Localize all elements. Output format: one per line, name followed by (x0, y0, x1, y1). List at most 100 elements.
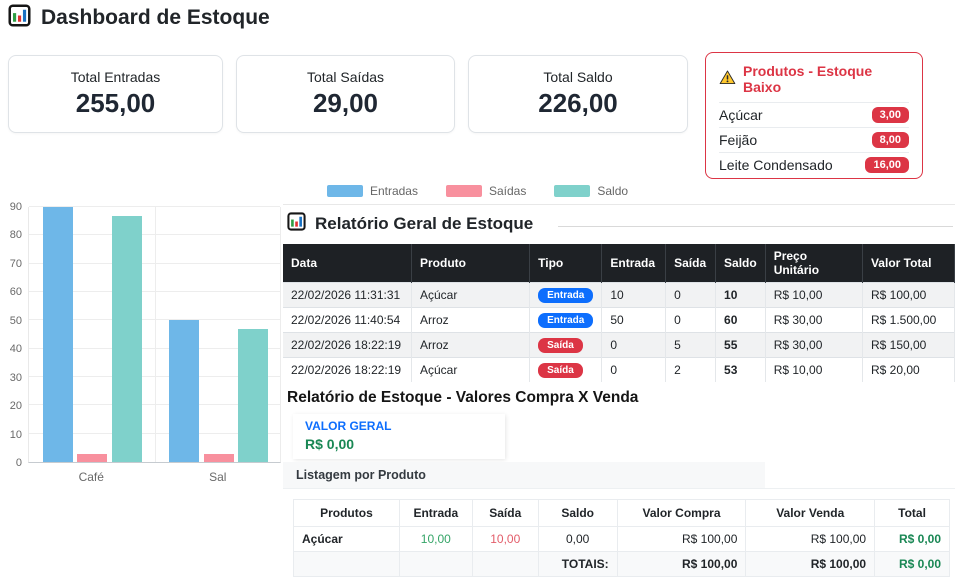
product-name: Feijão (719, 132, 758, 148)
cell-total: R$ 0,00 (874, 526, 950, 552)
page-title: Dashboard de Estoque (41, 6, 270, 29)
stat-value: 29,00 (312, 88, 379, 118)
chart-y-axis: 0 10 20 30 40 50 60 70 80 90 (0, 201, 24, 469)
qty-badge: 16,00 (865, 157, 909, 173)
table-row: 22/02/2026 18:22:19 Arroz Saída 0 5 55 R… (283, 332, 955, 358)
cell-tipo: Entrada (529, 282, 603, 308)
y-tick-label: 40 (9, 343, 22, 356)
total-saidas-card: Total Saídas 29,00 (236, 55, 455, 133)
col-header-valor-compra: Valor Compra (616, 499, 747, 527)
legend-item-saídas[interactable]: Saídas (445, 184, 527, 198)
col-header-valor-venda: Valor Venda (745, 499, 876, 527)
cell-preco: R$ 10,00 (765, 357, 863, 382)
report-section-heading: Relatório Geral de Estoque (287, 212, 955, 236)
cell-total: R$ 20,00 (862, 357, 955, 382)
cell-saida: 5 (665, 332, 717, 358)
cell-empty (293, 551, 400, 577)
compra-venda-table: Produtos Entrada Saída Saldo Valor Compr… (293, 499, 950, 577)
cell-tipo: Saída (529, 357, 603, 382)
legend-label: Saldo (597, 184, 629, 198)
legend-item-entradas[interactable]: Entradas (326, 184, 418, 198)
cell-data: 22/02/2026 18:22:19 (283, 357, 412, 382)
y-tick-label: 50 (9, 314, 22, 327)
valor-geral-value: R$ 0,00 (305, 436, 355, 452)
report-table-header-row: Data Produto Tipo Entrada Saída Saldo Pr… (283, 244, 955, 283)
cell-entrada: 10 (601, 282, 667, 308)
y-tick-label: 60 (9, 286, 22, 299)
total-entradas-card: Total Entradas 255,00 (8, 55, 223, 133)
y-tick-label: 80 (9, 229, 22, 242)
col-header-produto: Produto (411, 244, 531, 283)
cell-saida: 0 (665, 307, 717, 333)
bar-chart-icon (287, 212, 306, 236)
totals-compra: R$ 100,00 (616, 551, 747, 577)
cell-produto: Arroz (411, 307, 531, 333)
cell-tipo: Entrada (529, 307, 603, 333)
cell-saldo: 53 (715, 357, 766, 382)
cell-saida: 2 (665, 357, 717, 382)
chart-x-axis: Café Sal (28, 470, 281, 488)
heading-rule (558, 225, 953, 227)
stat-value: 255,00 (75, 88, 156, 118)
col-header-valor-total: Valor Total (862, 244, 955, 283)
col-header-tipo: Tipo (529, 244, 603, 283)
col-header-saldo: Saldo (537, 499, 618, 527)
y-tick-label: 0 (15, 457, 22, 469)
report-table: Data Produto Tipo Entrada Saída Saldo Pr… (283, 244, 955, 382)
x-tick-label: Sal (209, 470, 227, 484)
table-row: 22/02/2026 11:40:54 Arroz Entrada 50 0 6… (283, 307, 955, 333)
listagem-band-wrap: Listagem por Produto (283, 462, 955, 489)
cell-entrada: 0 (601, 357, 667, 382)
low-stock-item: Feijão 8,00 (719, 127, 909, 152)
cell-total: R$ 1.500,00 (862, 307, 955, 333)
bar-saídas-café (77, 453, 108, 462)
chart-plot[interactable] (28, 206, 281, 463)
cell-preco: R$ 30,00 (765, 307, 863, 333)
totals-row: TOTAIS: R$ 100,00 R$ 100,00 R$ 0,00 (293, 551, 950, 577)
cell-valor-venda: R$ 100,00 (745, 526, 876, 552)
cell-saida: 0 (665, 282, 717, 308)
cell-saldo: 0,00 (537, 526, 618, 552)
col-header-saldo: Saldo (715, 244, 766, 283)
product-name: Leite Condensado (719, 157, 833, 173)
bar-entradas-café (42, 207, 73, 462)
gridline (29, 206, 280, 207)
cell-total: R$ 100,00 (862, 282, 955, 308)
y-tick-label: 90 (9, 201, 22, 213)
chart-legend: Entradas Saídas Saldo (0, 184, 955, 198)
legend-label: Saídas (488, 184, 527, 198)
y-tick-label: 20 (9, 400, 22, 413)
right-column: Relatório Geral de Estoque Data Produto … (283, 204, 955, 577)
category-gridline (154, 207, 156, 462)
bar-entradas-sal (169, 320, 200, 462)
stat-label: Total Saídas (306, 69, 385, 85)
legend-label: Entradas (369, 184, 418, 198)
low-stock-card: Produtos - Estoque Baixo Açúcar 3,00 Fei… (705, 52, 923, 179)
cell-entrada: 10,00 (398, 526, 473, 552)
legend-item-saldo[interactable]: Saldo (554, 184, 628, 198)
valor-geral-card: VALOR GERAL R$ 0,00 (293, 414, 505, 459)
warning-icon (719, 69, 736, 89)
legend-swatch (326, 185, 363, 197)
totals-label: TOTAIS: (537, 551, 618, 577)
product-name: Açúcar (719, 107, 763, 123)
col-header-preco: Preço Unitário (765, 244, 863, 283)
tipo-badge: Saída (538, 338, 583, 353)
totals-total: R$ 0,00 (874, 551, 950, 577)
bar-saldo-sal (238, 328, 269, 462)
low-stock-item: Leite Condensado 16,00 (719, 152, 909, 177)
listagem-por-produto-label: Listagem por Produto (283, 462, 765, 488)
cell-entrada: 0 (601, 332, 667, 358)
x-tick-label: Café (78, 470, 104, 484)
stat-label: Total Entradas (70, 69, 161, 85)
low-stock-title: Produtos - Estoque Baixo (719, 63, 909, 102)
cell-preco: R$ 10,00 (765, 282, 863, 308)
col-header-data: Data (283, 244, 412, 283)
col-header-total: Total (874, 499, 950, 527)
tipo-badge: Entrada (538, 313, 594, 328)
table-row: 22/02/2026 11:31:31 Açúcar Entrada 10 0 … (283, 282, 955, 308)
cv-header-row: Produtos Entrada Saída Saldo Valor Compr… (293, 499, 950, 527)
cell-data: 22/02/2026 18:22:19 (283, 332, 412, 358)
col-header-saida: Saída (665, 244, 717, 283)
tipo-badge: Entrada (538, 288, 594, 303)
